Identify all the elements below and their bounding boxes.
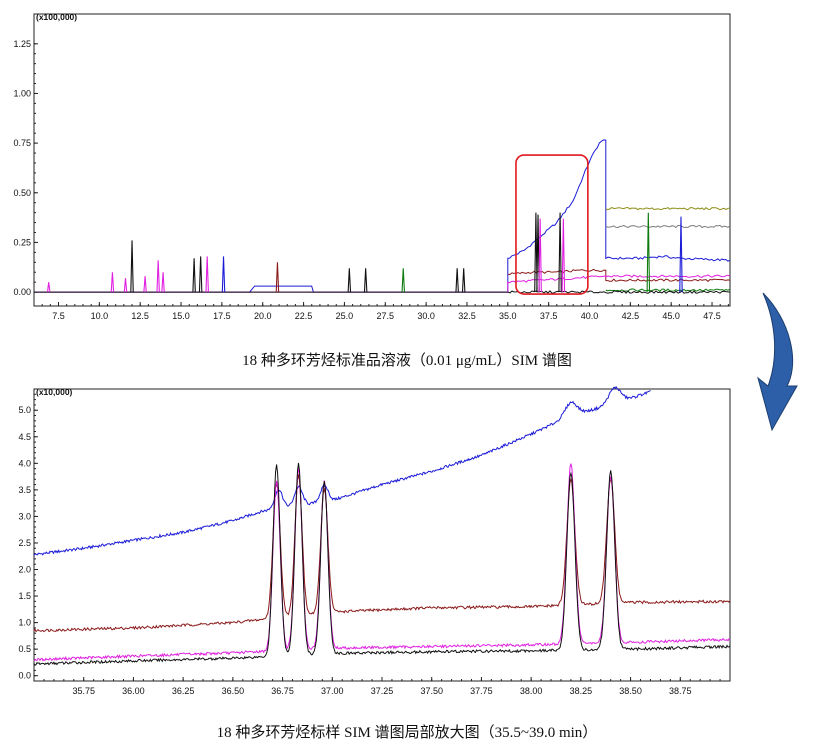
x-tick-label: 35.75 <box>72 686 95 696</box>
y-tick-label: 3.5 <box>18 485 31 495</box>
bottom-caption: 18 种多环芳烃标样 SIM 谱图局部放大图（35.5~39.0 min） <box>216 725 598 741</box>
chromatogram-peak <box>679 216 683 293</box>
chromatogram-peak <box>123 278 128 293</box>
x-tick-label: 36.75 <box>271 686 294 696</box>
chromatogram-peak <box>347 268 352 293</box>
x-tick-label: 25.0 <box>336 311 354 321</box>
x-tick-label: 37.5 <box>540 311 558 321</box>
x-tick-label: 22.5 <box>295 311 313 321</box>
x-tick-label: 17.5 <box>213 311 231 321</box>
x-tick-label: 37.50 <box>420 686 443 696</box>
chromatogram-peak <box>455 268 459 293</box>
x-tick-label: 15.0 <box>172 311 190 321</box>
chromatogram-peak <box>198 256 203 293</box>
chromatogram-peak <box>161 272 165 293</box>
chromatogram-peak <box>130 240 134 293</box>
y-tick-label: 0.50 <box>13 188 31 198</box>
chromatogram-peak <box>275 262 280 293</box>
series-line <box>605 288 731 292</box>
x-tick-label: 38.00 <box>520 686 543 696</box>
x-tick-label: 38.50 <box>619 686 642 696</box>
x-tick-label: 35.0 <box>499 311 517 321</box>
chromatogram-peak <box>461 268 466 293</box>
y-tick-label: 1.00 <box>13 88 31 98</box>
y-tick-label: 5.0 <box>18 405 31 415</box>
x-tick-label: 7.5 <box>52 311 65 321</box>
chromatogram-peak <box>538 218 542 293</box>
y-tick-label: 3.0 <box>18 511 31 521</box>
y-tick-label: 1.5 <box>18 591 31 601</box>
x-tick-label: 36.00 <box>122 686 145 696</box>
series-line <box>34 290 731 294</box>
y-tick-label: 4.0 <box>18 458 31 468</box>
x-tick-label: 36.50 <box>222 686 245 696</box>
x-tick-label: 37.00 <box>321 686 344 696</box>
y-tick-label: 0.0 <box>18 671 31 681</box>
x-tick-label: 30.0 <box>417 311 435 321</box>
chromatogram-peak <box>401 268 405 293</box>
series-line <box>33 463 731 662</box>
x-tick-label: 10.0 <box>91 311 109 321</box>
x-tick-label: 40.0 <box>581 311 599 321</box>
x-tick-label: 45.0 <box>662 311 680 321</box>
chromatogram-peak <box>221 256 226 293</box>
y-tick-label: 0.25 <box>13 237 31 247</box>
y-tick-label: 0.75 <box>13 138 31 148</box>
y-tick-label: 4.5 <box>18 432 31 442</box>
top-plot-frame <box>33 13 731 307</box>
x-tick-label: 38.25 <box>570 686 593 696</box>
y-tick-label: 2.0 <box>18 565 31 575</box>
x-tick-label: 37.75 <box>470 686 493 696</box>
chromatogram-peak <box>143 276 147 293</box>
x-tick-label: 32.5 <box>458 311 476 321</box>
series-line <box>605 224 731 229</box>
highlight-box <box>515 154 589 295</box>
chromatogram-peak <box>363 268 368 293</box>
series-line <box>34 274 731 293</box>
series-line <box>34 139 731 293</box>
chromatogram-peak <box>156 260 160 293</box>
bottom-plot-frame <box>33 388 731 682</box>
series-line <box>33 462 731 666</box>
x-tick-label: 27.5 <box>377 311 395 321</box>
curved-arrow-icon <box>757 292 798 432</box>
y-tick-label: 2.5 <box>18 538 31 548</box>
x-tick-label: 42.5 <box>622 311 640 321</box>
top-caption: 18 种多环芳烃标准品溶液（0.01 μg/mL）SIM 谱图 <box>242 353 572 369</box>
y-tick-label: 1.0 <box>18 618 31 628</box>
series-line <box>33 385 651 556</box>
y-tick-label: 1.25 <box>13 39 31 49</box>
x-tick-label: 37.25 <box>371 686 394 696</box>
x-tick-label: 12.5 <box>131 311 149 321</box>
chromatogram-peak <box>558 212 562 293</box>
x-tick-label: 47.5 <box>703 311 721 321</box>
series-line <box>605 206 731 211</box>
top-chromatogram: (x100,000) 0.00 0.25 0.50 0.75 1.00 1.25 7.5 1… <box>13 12 731 321</box>
series-line <box>507 268 731 282</box>
y-tick-label: 0.5 <box>18 644 31 654</box>
chromatogram-peak <box>46 282 51 293</box>
chromatogram-peak <box>110 272 115 293</box>
x-tick-label: 36.25 <box>172 686 195 696</box>
series-line <box>33 474 731 633</box>
bottom-multiplier-label: (x10,000) <box>36 387 73 397</box>
x-tick-label: 38.75 <box>669 686 692 696</box>
top-multiplier-label: (x100,000) <box>36 12 77 22</box>
chromatogram-peak <box>205 256 209 293</box>
x-tick-label: 20.0 <box>254 311 272 321</box>
chromatogram-peak <box>192 258 196 293</box>
y-tick-label: 0.00 <box>13 287 31 297</box>
chromatogram-peak <box>646 212 651 293</box>
chromatogram-peak <box>561 218 566 293</box>
bottom-chromatogram: (x10,000) 0.0 0.5 1.0 1.5 2.0 2.5 3.0 3.5 4.0 4.5… <box>18 385 731 696</box>
